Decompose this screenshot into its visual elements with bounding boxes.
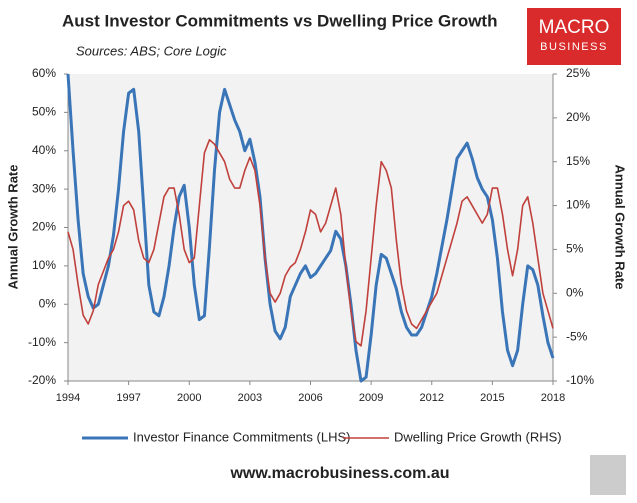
chart-subtitle: Sources: ABS; Core Logic [76, 43, 227, 58]
x-tick-label: 2012 [420, 392, 444, 404]
x-tick-label: 1997 [116, 392, 140, 404]
y2-axis-label: Annual Growth Rate [613, 165, 628, 290]
x-tick-label: 2018 [541, 392, 565, 404]
y-tick-label: 40% [32, 143, 56, 157]
y-tick-label: 30% [32, 181, 56, 195]
logo-text: MACRO [539, 17, 610, 38]
y-tick-label: 60% [32, 66, 56, 80]
y2-tick-label: 15% [566, 154, 590, 168]
legend-label: Investor Finance Commitments (LHS) [133, 429, 350, 444]
x-tick-label: 2015 [480, 392, 504, 404]
y2-tick-label: 25% [566, 66, 590, 80]
y-tick-label: 50% [32, 105, 56, 119]
y2-tick-label: -5% [566, 329, 588, 343]
x-tick-label: 2009 [359, 392, 383, 404]
y2-tick-label: 0% [566, 285, 584, 299]
y-axis-label: Annual Growth Rate [5, 165, 20, 290]
y-tick-label: 20% [32, 220, 56, 234]
logo-box [527, 8, 621, 65]
series-line [67, 138, 554, 347]
x-tick-label: 1994 [56, 392, 80, 404]
series-line [66, 73, 555, 383]
y-tick-label: 10% [32, 258, 56, 272]
y-tick-label: -20% [28, 373, 56, 387]
logo-image [590, 455, 626, 495]
website: www.macrobusiness.com.au [229, 465, 449, 482]
plot-area [68, 74, 553, 381]
y2-tick-label: 10% [566, 198, 590, 212]
x-tick-label: 2003 [238, 392, 262, 404]
logo-text: BUSINESS [540, 41, 608, 53]
x-tick-label: 2000 [177, 392, 201, 404]
y-tick-label: 0% [39, 296, 57, 310]
legend-label: Dwelling Price Growth (RHS) [394, 429, 562, 444]
y-tick-label: -10% [28, 335, 56, 349]
chart-title: Aust Investor Commitments vs Dwelling Pr… [62, 11, 497, 30]
x-tick-label: 2006 [298, 392, 322, 404]
y2-tick-label: -10% [566, 373, 594, 387]
y2-tick-label: 5% [566, 242, 584, 256]
y2-tick-label: 20% [566, 110, 590, 124]
